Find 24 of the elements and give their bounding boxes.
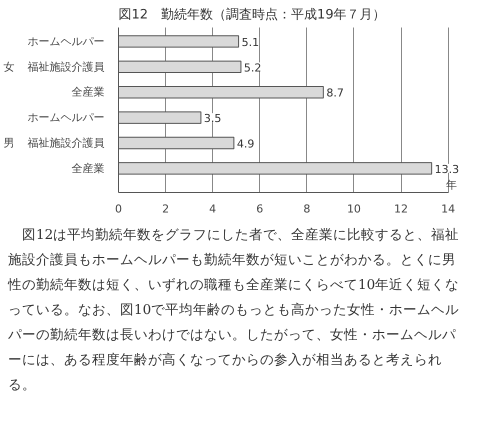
y-tick-label: ホームヘルパー [28, 34, 104, 48]
x-tick-label: 4 [209, 202, 216, 216]
x-tick-label: 12 [394, 202, 408, 216]
chart-title: 図12 勤続年数（調査時点：平成19年７月） [118, 8, 386, 22]
text: 男 [4, 136, 14, 150]
x-tick-label: 14 [441, 202, 456, 216]
data-label: 3.5 [204, 112, 222, 126]
text: 図12は平均勤続年数をグラフにした者で、全産業に比較すると、福祉施設介護員もホームヘルパーも勤続年数が短いことがわかる。とくに男性の勤続年数は短く、いずれの職種も全産業にくらべて10年近く短くなっている。なお、図10で平均年齢のもっとも高かった女性・ホームヘルパーの勤続年数は長いわけではない。したがって、女性・ホームヘルパーには、ある程度年齢が高くなってからの参入が相当あると考えられる。 [8, 226, 460, 395]
y-tick-label: 全産業 [72, 86, 104, 99]
data-label: 4.9 [236, 138, 254, 150]
x-tick-label: 2 [162, 202, 170, 216]
data-label: 5.1 [242, 36, 260, 49]
data-label: 13.3 [434, 162, 460, 176]
x-tick-label: 0 [115, 202, 122, 216]
data-label: 8.7 [326, 86, 344, 100]
y-tick-label: 福祉施設介護員 [28, 60, 104, 74]
y-tick-label: ホームヘルパー [28, 111, 104, 124]
x-tick-label: 10 [346, 202, 361, 216]
y-tick-label: 全産業 [72, 162, 104, 175]
x-tick-label: 8 [303, 202, 310, 216]
y-tick-label: 福祉施設介護員 [28, 136, 104, 150]
text: 女 [4, 60, 14, 74]
data-label: 5.2 [244, 61, 262, 74]
x-tick-label: 6 [256, 202, 264, 216]
